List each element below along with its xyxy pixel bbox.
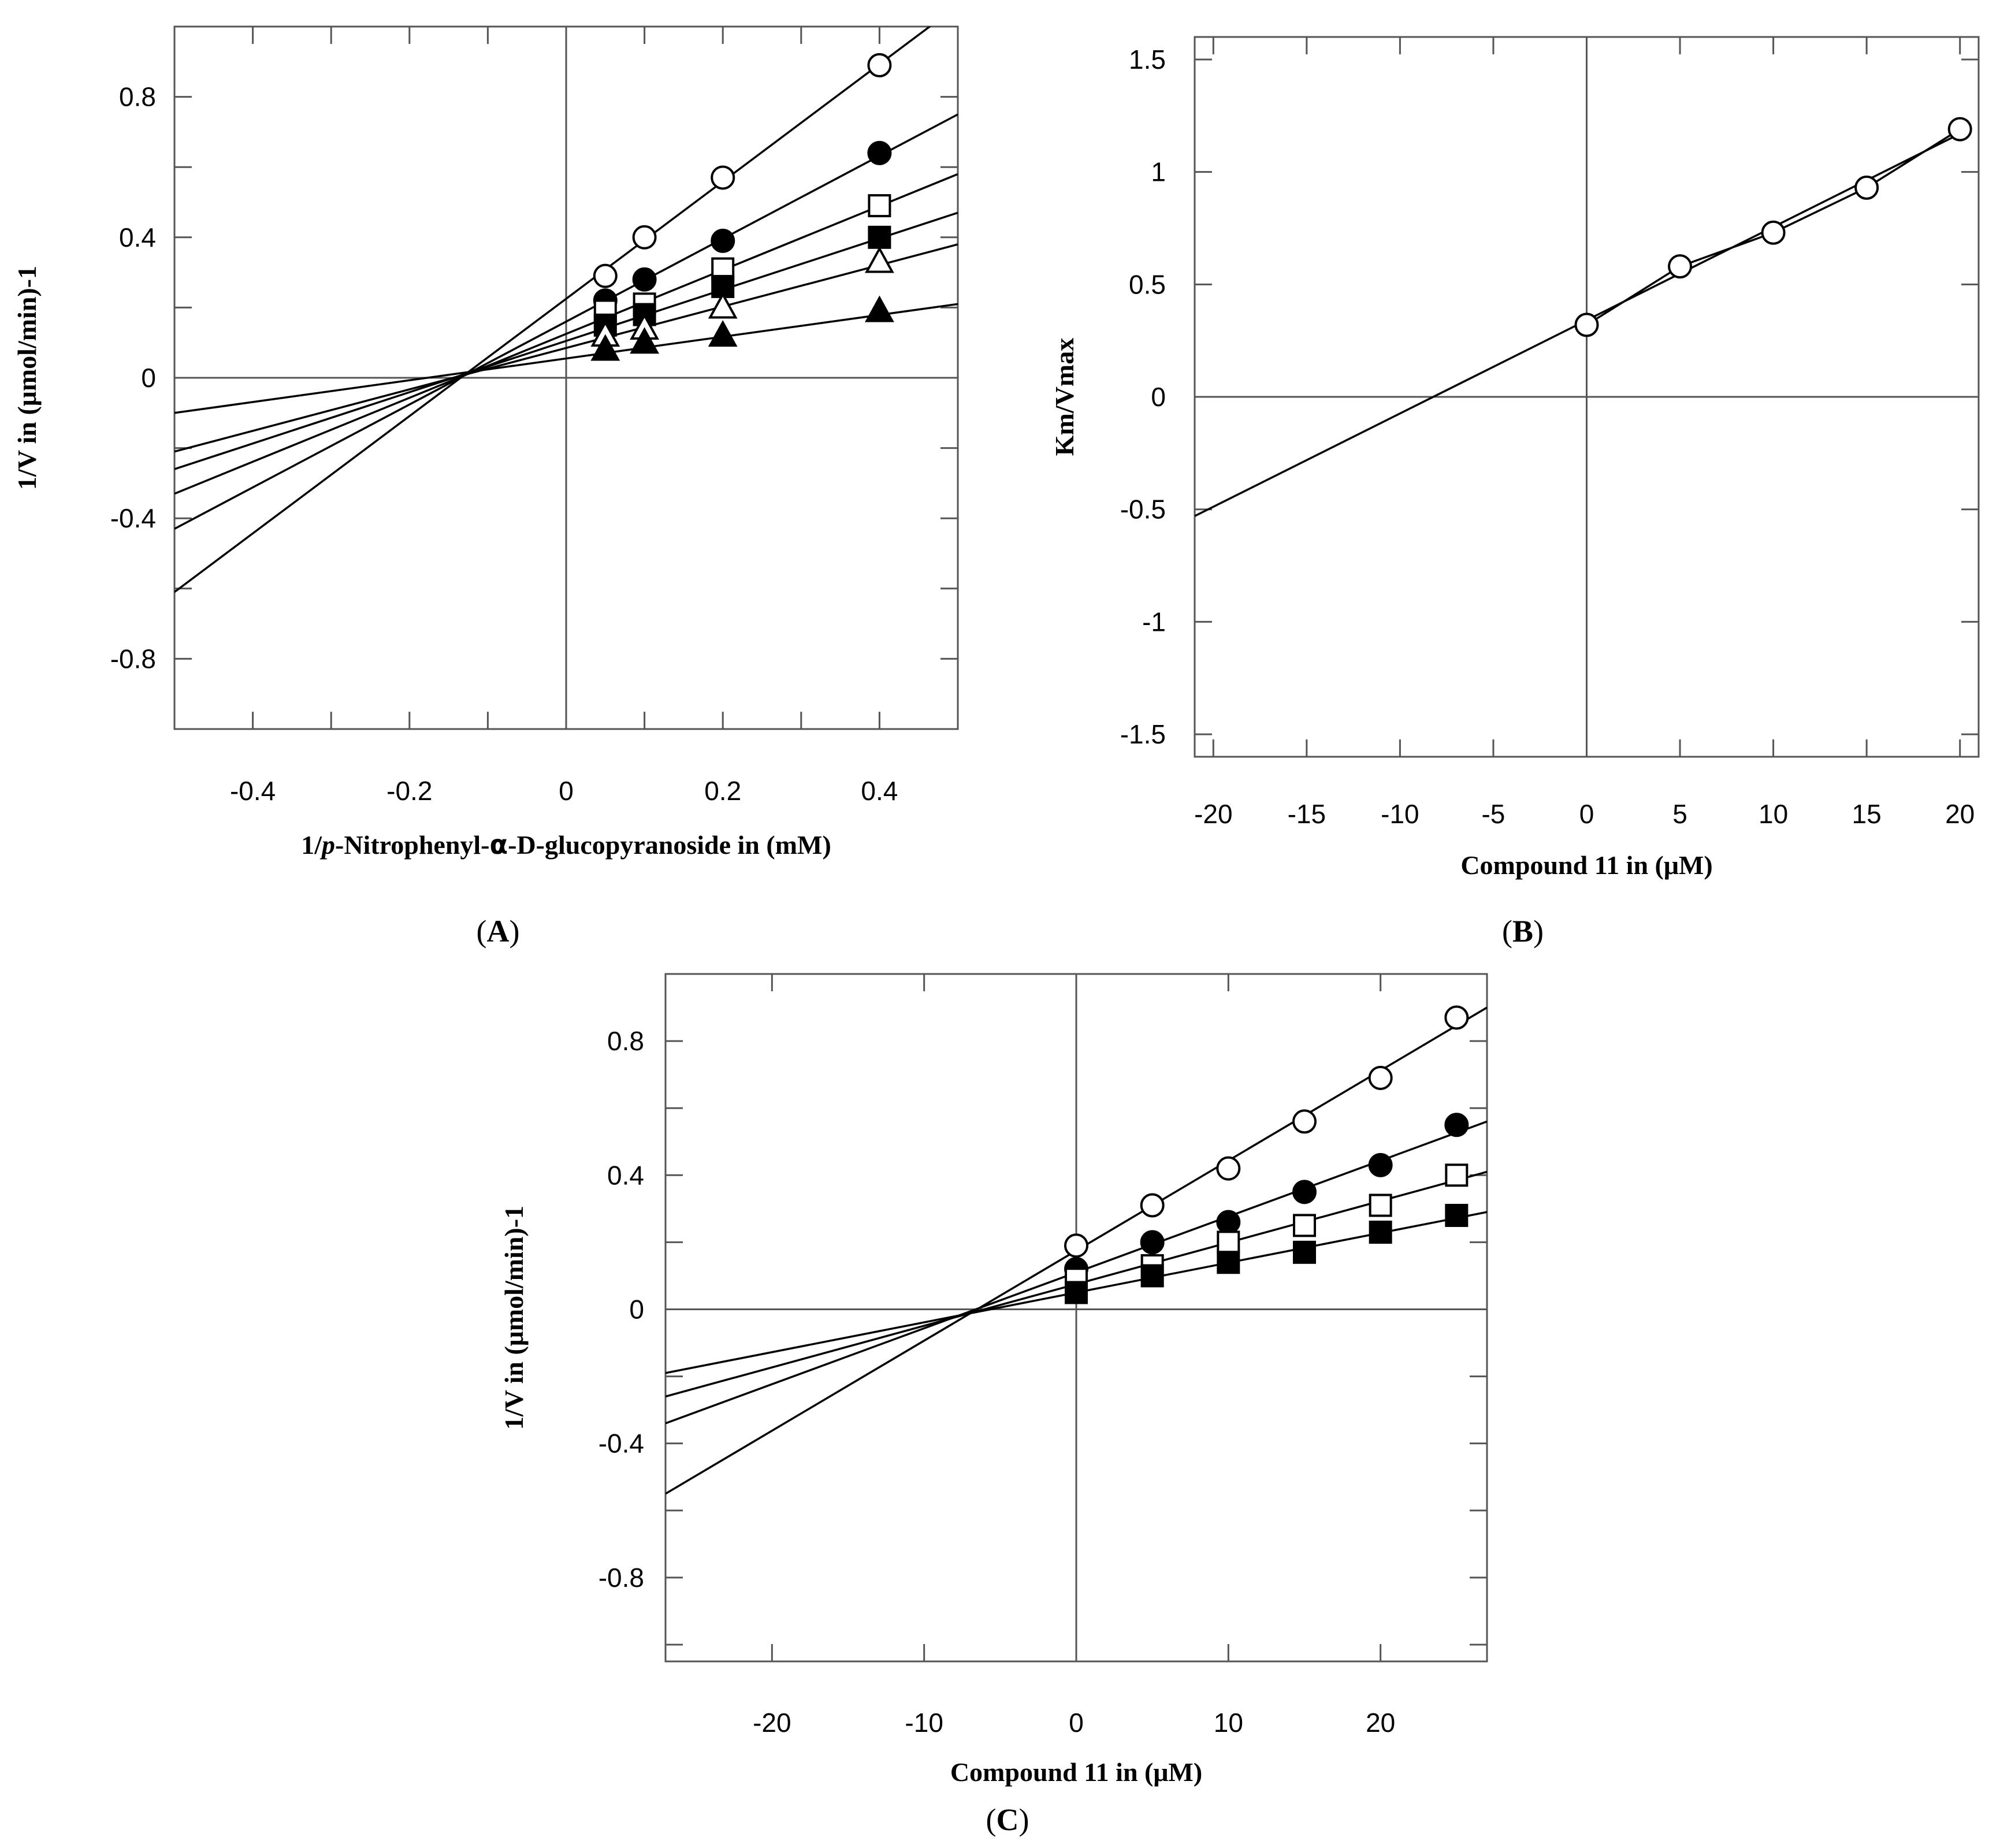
- x-tick-label: -0.4: [230, 776, 276, 806]
- y-tick-label: -0.4: [598, 1429, 644, 1459]
- fit-line-filled-circle: [174, 113, 958, 530]
- data-point-open-triangle: [708, 292, 738, 319]
- data-point-filled-square: [868, 225, 891, 249]
- y-tick-label: 0.8: [607, 1026, 644, 1056]
- data-point-Km/Vmax: [1761, 220, 1786, 245]
- x-tick-label: 15: [1852, 799, 1882, 829]
- x-tick-label: -10: [905, 1708, 943, 1738]
- data-point-open-circle: [1216, 1156, 1241, 1181]
- x-tick-label: 5: [1672, 799, 1687, 829]
- data-point-filled-circle: [1444, 1113, 1469, 1137]
- y-tick-label: -1.5: [1120, 719, 1166, 749]
- data-point-Km/Vmax: [1947, 117, 1972, 142]
- data-point-open-triangle: [865, 246, 894, 273]
- data-point-open-circle: [1292, 1109, 1317, 1134]
- x-tick-label: -20: [753, 1708, 791, 1738]
- data-point-Km/Vmax: [1854, 175, 1879, 200]
- fit-line-filled-square: [174, 211, 958, 470]
- x-tick-label: 0: [1069, 1708, 1084, 1738]
- x-tick-label: 20: [1366, 1708, 1395, 1738]
- data-point-open-circle: [867, 53, 892, 77]
- y-axis-title: 1/V in (μmol/min)-1: [12, 266, 42, 490]
- x-axis-title: Compound 11 in (μM): [950, 1757, 1202, 1787]
- data-point-open-square: [868, 194, 891, 218]
- data-point-open-square: [1293, 1214, 1316, 1237]
- data-point-filled-triangle: [590, 334, 620, 361]
- y-tick-label: 0.5: [1129, 269, 1166, 299]
- data-point-Km/Vmax: [1668, 254, 1693, 279]
- y-tick-label: 0.8: [119, 82, 156, 112]
- data-point-filled-square: [1293, 1240, 1316, 1264]
- y-tick-label: 0: [629, 1294, 644, 1324]
- x-tick-label: 0: [1579, 799, 1594, 829]
- x-tick-label: 20: [1945, 799, 1975, 829]
- data-point-open-circle: [1444, 1005, 1469, 1030]
- fit-line-filled-triangle: [174, 303, 958, 414]
- y-tick-label: 1.5: [1129, 44, 1166, 75]
- y-tick-label: 1: [1151, 157, 1166, 187]
- data-point-open-circle: [632, 225, 657, 250]
- x-tick-label: 10: [1759, 799, 1788, 829]
- y-tick-label: -1: [1142, 607, 1166, 637]
- panel-label: (A): [477, 914, 520, 949]
- chart-panel-C: -20 -10 0 10 20 -0.8 -0.4 0 0.4 0.8 Compound 11 in…: [499, 973, 1488, 1837]
- data-point-open-circle: [711, 165, 735, 190]
- data-point-open-square: [1217, 1230, 1240, 1254]
- data-point-filled-triangle: [630, 327, 659, 354]
- x-tick-label: -20: [1194, 799, 1232, 829]
- x-tick-label: 0: [559, 776, 574, 806]
- x-tick-label: 0.2: [704, 776, 741, 806]
- fit-line-open-triangle: [174, 243, 958, 453]
- fit-line-open-square: [174, 173, 958, 495]
- chart-panel-A: -0.4 -0.2 0 0.2 0.4 -0.8 -0.4 0 0.4 0.8 1/p-Nitrop…: [12, 25, 959, 949]
- y-tick-label: -0.8: [110, 644, 156, 674]
- data-point-filled-circle: [1140, 1230, 1165, 1255]
- data-point-open-circle: [593, 263, 618, 288]
- data-point-filled-circle: [1216, 1210, 1241, 1235]
- data-point-filled-square: [1445, 1203, 1469, 1227]
- x-tick-label: -0.2: [386, 776, 432, 806]
- data-point-filled-triangle: [865, 295, 894, 322]
- x-axis-title: Compound 11 in (μM): [1460, 850, 1712, 880]
- data-point-filled-circle: [867, 140, 892, 165]
- data-point-filled-triangle: [708, 320, 738, 347]
- data-point-filled-circle: [1292, 1180, 1317, 1204]
- y-tick-label: 0.4: [119, 222, 156, 252]
- x-tick-label: 0.4: [861, 776, 898, 806]
- panel-label: (B): [1502, 914, 1544, 949]
- y-tick-label: 0.4: [607, 1160, 644, 1190]
- data-point-filled-square: [1065, 1281, 1088, 1304]
- x-tick-label: 10: [1214, 1708, 1243, 1738]
- data-point-filled-circle: [1368, 1152, 1393, 1177]
- data-point-open-circle: [1140, 1193, 1165, 1218]
- x-tick-label: -5: [1481, 799, 1505, 829]
- data-point-filled-square: [1217, 1251, 1240, 1274]
- data-point-filled-square: [1140, 1264, 1164, 1288]
- x-tick-label: -10: [1381, 799, 1419, 829]
- data-point-open-square: [1445, 1163, 1469, 1187]
- fit-line-open-circle: [174, 27, 932, 593]
- y-axis-title: 1/V in (μmol/min)-1: [499, 1206, 529, 1430]
- chart-panel-B: -20 -15 -10 -5 0 5 10 15 20 -1.5 -1 -0.5 0 0.5 1 1.5 Com…: [1050, 36, 1980, 949]
- data-point-open-circle: [1368, 1065, 1393, 1090]
- data-point-open-square: [1369, 1193, 1392, 1217]
- y-tick-label: 0: [1151, 382, 1166, 412]
- y-axis-title: Km/Vmax: [1050, 338, 1079, 456]
- y-tick-label: -0.5: [1120, 494, 1166, 525]
- x-axis-title: 1/p-Nitrophenyl-α-D-glucopyranoside in (…: [301, 829, 831, 860]
- data-point-filled-square: [1369, 1220, 1392, 1244]
- data-point-open-circle: [1064, 1233, 1088, 1258]
- data-point-Km/Vmax: [1574, 313, 1599, 337]
- data-point-filled-circle: [711, 228, 735, 253]
- y-tick-label: 0: [141, 363, 156, 393]
- y-tick-label: -0.4: [110, 503, 156, 533]
- data-point-filled-circle: [632, 267, 657, 292]
- panel-label: (C): [986, 1802, 1029, 1837]
- y-tick-label: -0.8: [598, 1563, 644, 1593]
- x-tick-label: -15: [1288, 799, 1326, 829]
